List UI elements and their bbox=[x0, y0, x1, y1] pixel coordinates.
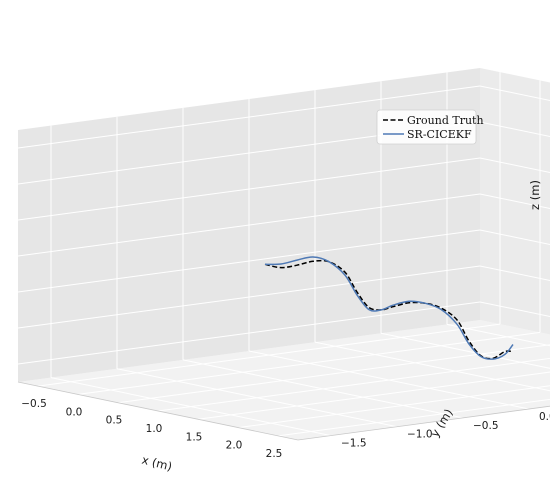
y-tick-label: 0.0 bbox=[539, 411, 550, 423]
gridline-z-back bbox=[479, 265, 550, 282]
gridline-z-left bbox=[17, 265, 481, 329]
x-tick-label: 0.5 bbox=[106, 415, 123, 427]
series-line-sr-cicekf bbox=[264, 256, 514, 360]
gridline-z-left bbox=[17, 157, 481, 221]
gridline-z-back bbox=[479, 85, 550, 102]
y-axis-line bbox=[297, 405, 550, 441]
gridline-z-left bbox=[17, 301, 481, 365]
gridline-z-back bbox=[479, 121, 550, 138]
gridline-y-floor bbox=[314, 341, 550, 392]
gridline-z-back bbox=[479, 301, 550, 318]
x-axis-line bbox=[17, 381, 299, 441]
legend-label-sr-cicekf: SR-CICEKF bbox=[407, 128, 472, 141]
x-tick-label: 1.0 bbox=[146, 423, 163, 435]
tick-labels: −0.50.00.51.01.52.02.5−1.5−1.0−0.50.00.5… bbox=[21, 398, 550, 460]
gridline-y-floor bbox=[248, 350, 530, 410]
gridline-y-floor bbox=[446, 323, 550, 347]
gridline-z-left bbox=[17, 85, 481, 149]
z-axis-label: z (m) bbox=[528, 180, 542, 210]
x-tick-label: 1.5 bbox=[186, 431, 203, 443]
gridline-z-back bbox=[479, 157, 550, 174]
gridline-z-back bbox=[479, 229, 550, 246]
legend-frame bbox=[376, 109, 477, 145]
y-tick-label: −1.5 bbox=[341, 438, 367, 450]
gridline-z-left bbox=[17, 229, 481, 293]
x-tick-label: −0.5 bbox=[21, 398, 47, 410]
x-tick-label: 2.0 bbox=[226, 440, 243, 452]
axis-lines bbox=[17, 381, 550, 441]
x-axis-label: x (m) bbox=[140, 453, 173, 474]
x-tick-label: 0.0 bbox=[66, 406, 83, 418]
gridline-y-floor bbox=[50, 377, 332, 437]
gridline-z-back bbox=[479, 193, 550, 210]
gridline-y-floor bbox=[182, 359, 464, 419]
x-tick-label: 2.5 bbox=[266, 448, 283, 460]
gridline-y-floor bbox=[116, 368, 398, 428]
gridline-y-floor bbox=[380, 332, 550, 369]
y-tick-label: −0.5 bbox=[473, 420, 499, 432]
series-layer bbox=[264, 256, 514, 360]
legend-label-ground-truth: Ground Truth bbox=[407, 114, 484, 127]
gridline-z-left bbox=[17, 193, 481, 257]
legend: Ground Truth SR-CICEKF bbox=[376, 109, 484, 145]
y-tick-label: −1.0 bbox=[407, 429, 433, 441]
grid-lines bbox=[17, 72, 550, 437]
